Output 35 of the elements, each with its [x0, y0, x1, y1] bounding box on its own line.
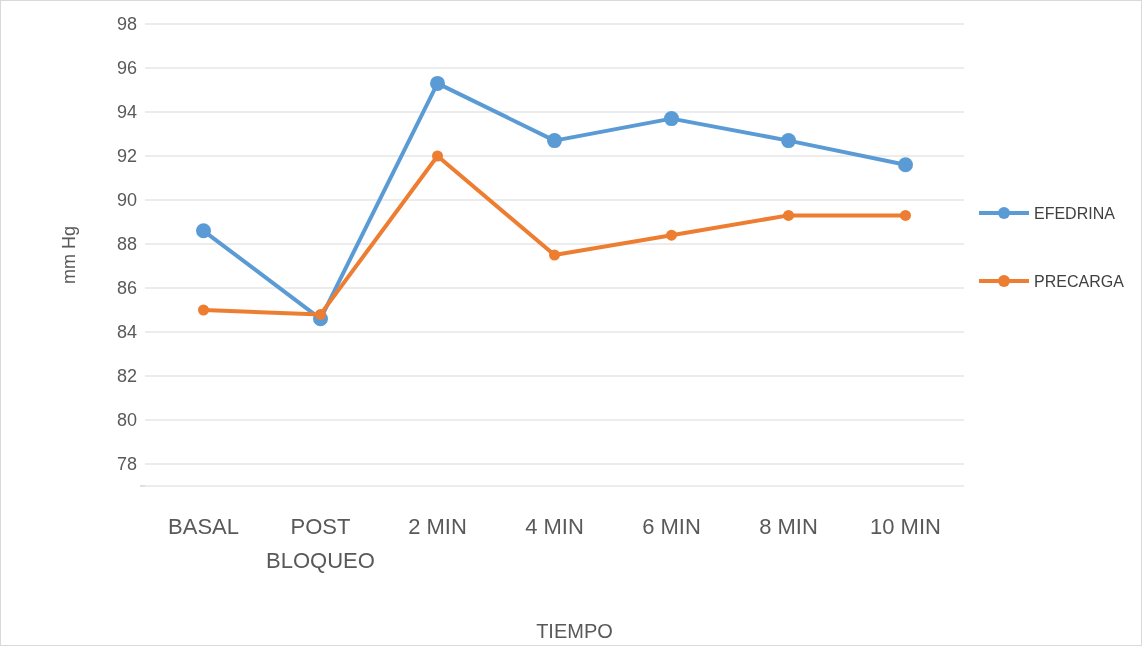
point: [781, 133, 796, 149]
y-tick-label: 78: [116, 454, 137, 475]
x-tick-label: 10 MIN: [870, 514, 941, 539]
x-tick-label: BASAL: [168, 514, 239, 539]
point: [666, 229, 677, 241]
point: [198, 304, 209, 316]
x-tick-label: POST BLOQUEO: [266, 514, 375, 573]
point: [315, 308, 326, 320]
legend-label: EFEDRINA: [1034, 204, 1116, 222]
y-tick-label: 90: [116, 190, 137, 211]
y-tick-label: 80: [116, 410, 137, 431]
y-tick-label: 88: [116, 234, 137, 255]
point: [432, 150, 443, 162]
x-tick-label: 8 MIN: [759, 514, 818, 539]
point: [900, 209, 911, 221]
y-tick-label: 98: [116, 14, 137, 35]
y-tick-label: 94: [116, 102, 137, 123]
y-tick-label: 86: [116, 278, 137, 299]
y-tick-label: 92: [116, 146, 137, 167]
legend-label: PRECARGA: [1034, 272, 1125, 290]
y-axis-title: mm Hg: [59, 226, 79, 284]
point: [547, 133, 562, 149]
point: [430, 75, 445, 91]
x-tick-label: 2 MIN: [408, 514, 467, 539]
y-tick-label: 82: [116, 366, 137, 387]
point: [783, 209, 794, 221]
point: [898, 157, 913, 173]
y-tick-label: 84: [116, 322, 137, 343]
y-tick-label: 96: [116, 58, 137, 79]
point: [196, 223, 211, 239]
point: [664, 111, 679, 127]
x-tick-label: 4 MIN: [525, 514, 584, 539]
point: [549, 249, 560, 261]
x-axis-title: TIEMPO: [536, 620, 613, 642]
x-tick-label: 6 MIN: [642, 514, 701, 539]
